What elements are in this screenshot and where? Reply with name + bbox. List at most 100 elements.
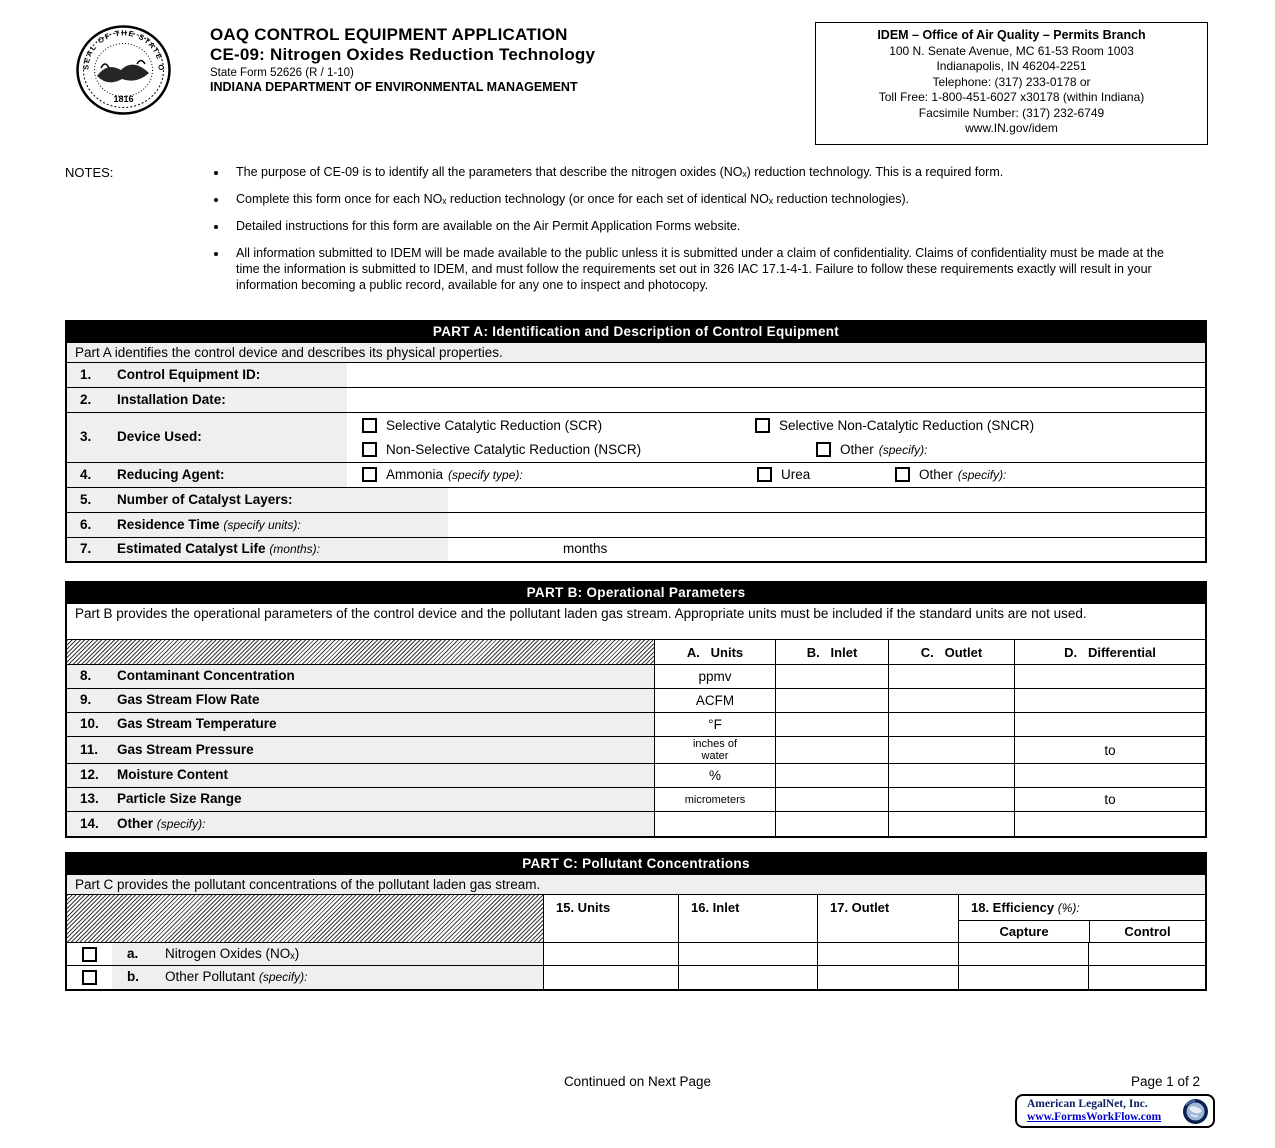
row-label-specify-note: (specify): xyxy=(156,817,206,831)
inlet-cell[interactable] xyxy=(775,812,888,836)
form-header: SEAL OF THE STATE OF INDIANA 1816 OAQ CO… xyxy=(65,22,1208,150)
row-number: 12. xyxy=(80,767,99,782)
office-website: www.IN.gov/idem xyxy=(965,121,1058,135)
row-label: Nitrogen Oxides (NOₓ) xyxy=(165,946,300,961)
state-form-number: State Form 52626 (R / 1-10) xyxy=(210,67,354,79)
row-label: Other Pollutant xyxy=(165,969,256,984)
row-label-units-note: (specify units): xyxy=(223,518,301,532)
row-number: 1. xyxy=(80,367,92,382)
outlet-cell[interactable] xyxy=(888,764,1014,787)
row-number: 9. xyxy=(80,692,92,707)
differential-cell[interactable] xyxy=(1014,812,1205,836)
nscr-checkbox[interactable] xyxy=(362,442,377,457)
control-cell[interactable] xyxy=(1088,966,1205,989)
control-cell[interactable] xyxy=(1088,943,1205,965)
units-cell[interactable] xyxy=(543,966,678,989)
row-label-months-note: (months): xyxy=(269,542,320,556)
row-moisture-content: 12. Moisture Content % xyxy=(67,763,1205,787)
row-control-equipment-id: 1. Control Equipment ID: xyxy=(67,362,1205,387)
page-footer: Continued on Next Page Page 1 of 2 Ameri… xyxy=(0,1068,1275,1148)
part-a-header: PART A: Identification and Description o… xyxy=(67,322,1205,342)
outlet-cell[interactable] xyxy=(888,713,1014,736)
inlet-cell[interactable] xyxy=(775,665,888,688)
part-b-description: Part B provides the operational paramete… xyxy=(67,603,1205,639)
row-number: 2. xyxy=(80,392,92,407)
outlet-cell[interactable] xyxy=(817,943,958,965)
outlet-cell[interactable] xyxy=(888,689,1014,712)
inlet-cell[interactable] xyxy=(775,689,888,712)
row-catalyst-layers: 5. Number of Catalyst Layers: xyxy=(67,487,1205,512)
notes-label: NOTES: xyxy=(65,165,114,180)
residence-time-field[interactable] xyxy=(448,513,1205,537)
pollutant-b-checkbox[interactable] xyxy=(82,970,97,985)
units-cell: inches of water xyxy=(654,737,775,763)
office-fax: Facsimile Number: (317) 232-6749 xyxy=(918,105,1105,120)
part-c-table: PART C: Pollutant Concentrations Part C … xyxy=(65,852,1207,991)
outlet-cell[interactable] xyxy=(888,665,1014,688)
differential-cell[interactable] xyxy=(1014,665,1205,688)
outlet-cell[interactable] xyxy=(888,737,1014,763)
capture-cell[interactable] xyxy=(958,943,1088,965)
row-number: 11. xyxy=(80,742,99,757)
row-particle-size-range: 13. Particle Size Range micrometers to xyxy=(67,787,1205,811)
legalnet-url-link[interactable]: www.FormsWorkFlow.com xyxy=(1027,1111,1162,1123)
department-name: INDIANA DEPARTMENT OF ENVIRONMENTAL MANA… xyxy=(210,80,578,94)
inlet-cell[interactable] xyxy=(678,966,817,989)
office-tollfree: Toll Free: 1-800-451-6027 x30178 (within… xyxy=(878,90,1145,104)
catalyst-layers-field[interactable] xyxy=(448,488,1205,512)
scr-checkbox[interactable] xyxy=(362,418,377,433)
row-number: 13. xyxy=(80,791,99,806)
differential-cell[interactable]: to xyxy=(1014,788,1205,811)
col-differential-header: D. Differential xyxy=(1014,640,1205,664)
row-label: Particle Size Range xyxy=(117,791,242,806)
legalnet-globe-icon xyxy=(1183,1098,1208,1124)
device-other-label: Other xyxy=(840,442,874,457)
outlet-cell[interactable] xyxy=(817,966,958,989)
part-c-description: Part C provides the pollutant concentrat… xyxy=(67,874,1205,894)
units-cell: % xyxy=(654,764,775,787)
agent-other-checkbox[interactable] xyxy=(895,467,910,482)
differential-cell[interactable] xyxy=(1014,713,1205,736)
inlet-cell[interactable] xyxy=(775,788,888,811)
inlet-cell[interactable] xyxy=(678,943,817,965)
row-number: 3. xyxy=(80,429,92,444)
outlet-cell[interactable] xyxy=(888,788,1014,811)
units-cell: micrometers xyxy=(654,788,775,811)
page-number: Page 1 of 2 xyxy=(1130,1074,1200,1089)
sncr-checkbox[interactable] xyxy=(755,418,770,433)
inlet-cell[interactable] xyxy=(775,713,888,736)
installation-date-field[interactable] xyxy=(347,388,1205,412)
control-equipment-id-field[interactable] xyxy=(347,363,1205,387)
to-text: to xyxy=(1104,742,1116,758)
row-reducing-agent: 4. Reducing Agent: Ammonia (specify type):… xyxy=(67,462,1205,487)
inlet-cell[interactable] xyxy=(775,737,888,763)
units-cell: ppmv xyxy=(654,665,775,688)
row-contaminant-concentration: 8. Contaminant Concentration ppmv xyxy=(67,664,1205,688)
pollutant-a-checkbox[interactable] xyxy=(82,946,97,962)
units-cell[interactable] xyxy=(654,812,775,836)
inlet-cell[interactable] xyxy=(775,764,888,787)
differential-cell[interactable] xyxy=(1014,764,1205,787)
note-item: The purpose of CE-09 is to identify all … xyxy=(228,164,1188,180)
row-gas-stream-temperature: 10. Gas Stream Temperature °F xyxy=(67,712,1205,736)
differential-cell[interactable]: to xyxy=(1014,737,1205,763)
catalyst-life-field[interactable]: months xyxy=(448,538,1205,561)
outlet-cell[interactable] xyxy=(888,812,1014,836)
ammonia-checkbox[interactable] xyxy=(362,467,377,482)
device-other-checkbox[interactable] xyxy=(816,442,831,457)
col-outlet-header: 17. Outlet xyxy=(817,895,958,942)
form-subtitle: CE-09: Nitrogen Oxides Reduction Technol… xyxy=(210,45,596,64)
units-cell[interactable] xyxy=(543,943,678,965)
urea-checkbox[interactable] xyxy=(757,467,772,482)
part-c-column-headers: 15. Units 16. Inlet 17. Outlet 18. Effic… xyxy=(67,894,1205,942)
note-item: Detailed instructions for this form are … xyxy=(228,218,1188,234)
row-number: 6. xyxy=(80,517,92,532)
row-label: Installation Date: xyxy=(117,392,226,407)
row-number: 4. xyxy=(80,467,92,482)
col-inlet-header: 16. Inlet xyxy=(678,895,817,942)
differential-cell[interactable] xyxy=(1014,689,1205,712)
notes-section: NOTES: The purpose of CE-09 is to identi… xyxy=(65,164,1207,304)
office-address-box: IDEM – Office of Air Quality – Permits B… xyxy=(815,22,1208,145)
capture-cell[interactable] xyxy=(958,966,1088,989)
col-inlet-header: B. Inlet xyxy=(775,640,888,664)
